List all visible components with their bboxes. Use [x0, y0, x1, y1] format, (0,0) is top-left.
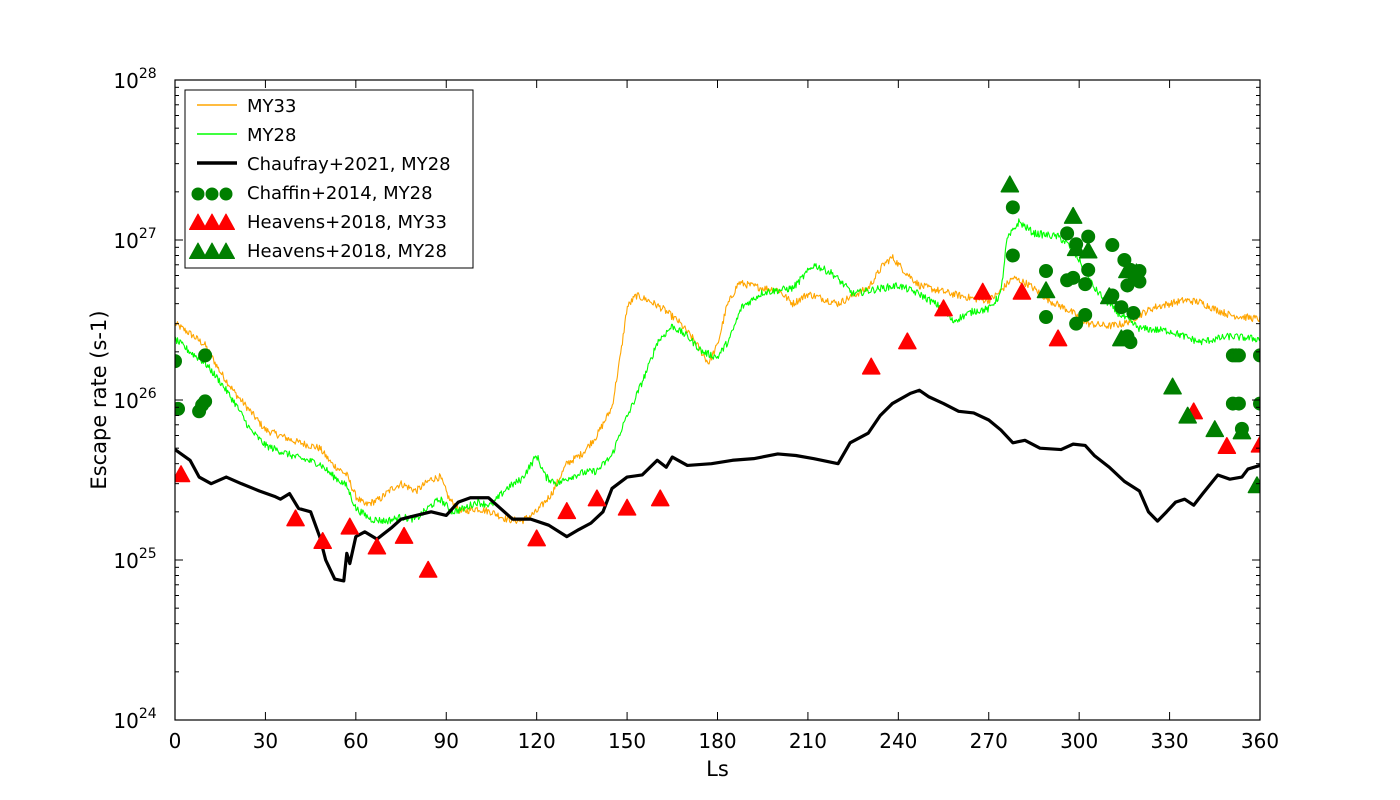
marker-heavens-2018-my33 [557, 502, 577, 520]
marker-chaffin-2014-my28 [1078, 307, 1093, 322]
x-tick-label: 30 [253, 729, 278, 753]
marker-heavens-2018-my33 [1012, 282, 1032, 300]
marker-chaffin-2014-my28 [1105, 238, 1120, 253]
marker-chaffin-2014-my28 [1126, 305, 1141, 320]
legend-label-heavens-2018-my28: Heavens+2018, MY28 [247, 241, 447, 262]
x-tick-label: 300 [1060, 729, 1098, 753]
marker-chaffin-2014-my28 [1066, 270, 1081, 285]
legend-marker-heavens-2018-my28 [188, 242, 208, 259]
marker-chaffin-2014-my28 [1039, 264, 1054, 279]
marker-heavens-2018-my28 [1100, 287, 1119, 305]
marker-heavens-2018-my33 [286, 509, 305, 527]
marker-heavens-2018-my28 [1127, 263, 1146, 281]
legend-marker-chaffin-2014-my28 [191, 187, 205, 201]
legend-box [184, 89, 474, 269]
x-tick-label: 330 [1150, 729, 1188, 753]
marker-chaffin-2014-my28 [1069, 316, 1084, 331]
marker-heavens-2018-my28 [1000, 175, 1020, 193]
marker-chaffin-2014-my28 [1231, 348, 1246, 363]
marker-heavens-2018-my28 [1078, 241, 1098, 259]
marker-chaffin-2014-my28 [1005, 248, 1020, 263]
marker-heavens-2018-my33 [934, 299, 953, 317]
marker-heavens-2018-my28 [1066, 239, 1086, 257]
series-line-chaufray-2021-my28 [175, 388, 1260, 583]
legend-marker-heavens-2018-my28 [216, 242, 236, 259]
series-line-my28 [175, 218, 1260, 525]
marker-heavens-2018-my33 [898, 332, 917, 350]
marker-chaffin-2014-my28 [1231, 396, 1246, 411]
marker-heavens-2018-my28 [1178, 406, 1197, 424]
x-tick-label: 90 [434, 729, 459, 753]
marker-heavens-2018-my33 [340, 517, 360, 535]
legend-marker-heavens-2018-my33 [188, 213, 208, 230]
y-tick-label: 1024 [113, 706, 156, 733]
legend-marker-heavens-2018-my33 [202, 213, 222, 230]
legend-marker-chaffin-2014-my28 [205, 187, 219, 201]
marker-heavens-2018-my33 [418, 560, 438, 578]
marker-heavens-2018-my33 [527, 529, 546, 547]
marker-heavens-2018-my33 [313, 532, 332, 549]
y-axis-label: Escape rate (s-1) [87, 310, 111, 489]
y-tick-label: 1027 [113, 226, 156, 253]
x-tick-label: 180 [698, 729, 736, 753]
marker-heavens-2018-my28 [1036, 281, 1056, 299]
marker-chaffin-2014-my28 [1078, 277, 1093, 292]
x-tick-label: 60 [343, 729, 368, 753]
marker-chaffin-2014-my28 [1060, 226, 1075, 241]
marker-heavens-2018-my28 [1063, 206, 1083, 224]
marker-chaffin-2014-my28 [198, 348, 213, 363]
x-tick-label: 120 [518, 729, 556, 753]
marker-chaffin-2014-my28 [1039, 310, 1054, 325]
legend-marker-heavens-2018-my33 [216, 213, 236, 230]
x-tick-label: 0 [169, 729, 182, 753]
legend-label-my33: MY33 [247, 96, 296, 117]
marker-chaffin-2014-my28 [1081, 229, 1096, 244]
marker-heavens-2018-my33 [367, 537, 387, 555]
x-tick-label: 150 [608, 729, 646, 753]
marker-heavens-2018-my28 [1163, 377, 1182, 395]
marker-heavens-2018-my33 [861, 357, 881, 375]
legend: MY33 MY28 Chaufray+2021, MY28 Chaffin+2014,… [184, 89, 474, 269]
marker-heavens-2018-my33 [617, 498, 637, 516]
y-tick-label: 1026 [113, 386, 156, 413]
marker-chaffin-2014-my28 [198, 394, 213, 409]
marker-heavens-2018-my28 [1112, 329, 1131, 347]
marker-heavens-2018-my28 [1205, 420, 1225, 438]
axis-ticks: 0 30 60 90 120 150 180 210 240 270 300 330 360 1024 10… [113, 66, 1279, 753]
marker-heavens-2018-my33 [175, 465, 191, 483]
legend-label-my28: MY28 [247, 125, 296, 146]
marker-heavens-2018-my33 [650, 489, 670, 507]
plot-area [175, 175, 1260, 583]
marker-heavens-2018-my33 [394, 526, 414, 544]
legend-label-heavens-2018-my33: Heavens+2018, MY33 [247, 212, 447, 233]
y-tick-label: 1025 [113, 546, 156, 573]
marker-heavens-2018-my33 [1217, 437, 1237, 455]
legend-marker-chaffin-2014-my28 [219, 187, 233, 201]
marker-heavens-2018-my33 [1048, 329, 1068, 347]
x-tick-label: 240 [879, 729, 917, 753]
legend-marker-heavens-2018-my28 [202, 242, 222, 259]
y-tick-label: 1028 [113, 66, 156, 93]
marker-chaffin-2014-my28 [1081, 262, 1096, 277]
x-axis-label: Ls [706, 757, 729, 781]
marker-chaffin-2014-my28 [175, 354, 182, 369]
legend-label-chaffin-2014-my28: Chaffin+2014, MY28 [247, 183, 433, 204]
marker-heavens-2018-my33 [973, 282, 993, 300]
marker-heavens-2018-my28 [1247, 476, 1260, 494]
marker-heavens-2018-my33 [587, 489, 607, 507]
x-tick-label: 360 [1241, 729, 1279, 753]
marker-chaffin-2014-my28 [1005, 200, 1020, 215]
x-tick-label: 270 [970, 729, 1008, 753]
legend-label-chaufray-2021-my28: Chaufray+2021, MY28 [247, 154, 451, 175]
x-tick-label: 210 [789, 729, 827, 753]
marker-heavens-2018-my28 [1232, 422, 1252, 440]
